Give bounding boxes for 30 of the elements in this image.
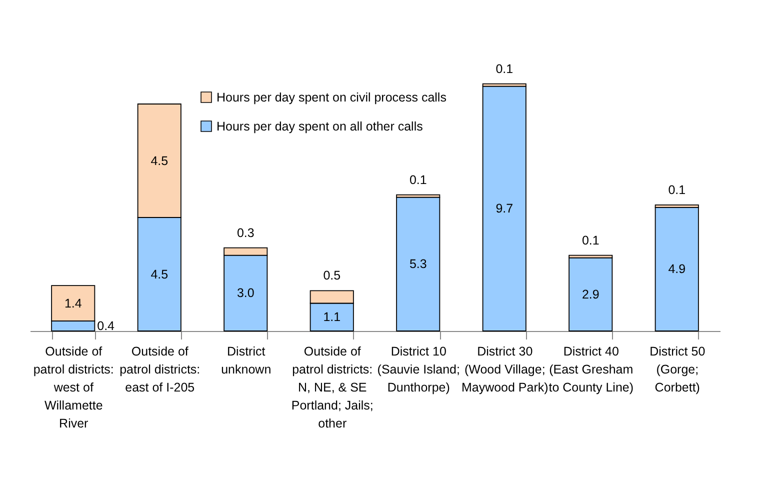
- x-tick-label: Outside of patrol districts: N, NE, & SE Portland; Jails; other: [291, 344, 374, 430]
- data-label: 3.0: [236, 286, 254, 300]
- x-tick-label: District 30 (Wood Village; Maywood Park): [461, 344, 548, 394]
- data-label: 9.7: [496, 202, 514, 216]
- x-tick-label: District 10 (Sauvie Island; Dunthorpe): [377, 344, 460, 394]
- data-label: 0.1: [409, 172, 427, 187]
- data-label: 2.9: [582, 287, 600, 302]
- x-tick-label: District 50 (Gorge; Corbett): [650, 344, 706, 394]
- data-label: 0.1: [496, 62, 514, 76]
- data-label: 5.3: [409, 257, 427, 272]
- data-label: 1.1: [323, 310, 341, 324]
- legend-label: Hours per day spent on all other calls: [216, 119, 423, 134]
- data-label: 0.3: [236, 226, 254, 240]
- data-label: 0.1: [668, 182, 686, 197]
- legend-label: Hours per day spent on civil process calls: [216, 90, 446, 104]
- bar: [654, 206, 699, 332]
- data-label: 4.5: [150, 154, 168, 168]
- data-label: 4.9: [668, 262, 686, 276]
- bar: [482, 86, 526, 332]
- data-label: 0.4: [97, 318, 115, 333]
- bar: [396, 196, 440, 332]
- bar: [568, 257, 613, 332]
- x-tick-label: Outside of patrol districts: east of I-205: [120, 344, 200, 394]
- data-label: 1.4: [64, 296, 82, 310]
- x-tick-label: District 40 (East Gresham to County Line): [548, 344, 634, 394]
- x-tick-label: District unknown: [221, 344, 272, 376]
- data-label: 4.5: [150, 267, 168, 282]
- x-tick-label: Outside of patrol districts: west of Willamette River: [33, 344, 114, 430]
- data-label: 0.1: [582, 233, 600, 248]
- data-label: 0.5: [323, 268, 341, 283]
